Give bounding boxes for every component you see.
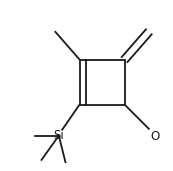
Text: O: O [151,130,160,143]
Text: Si: Si [53,129,64,142]
